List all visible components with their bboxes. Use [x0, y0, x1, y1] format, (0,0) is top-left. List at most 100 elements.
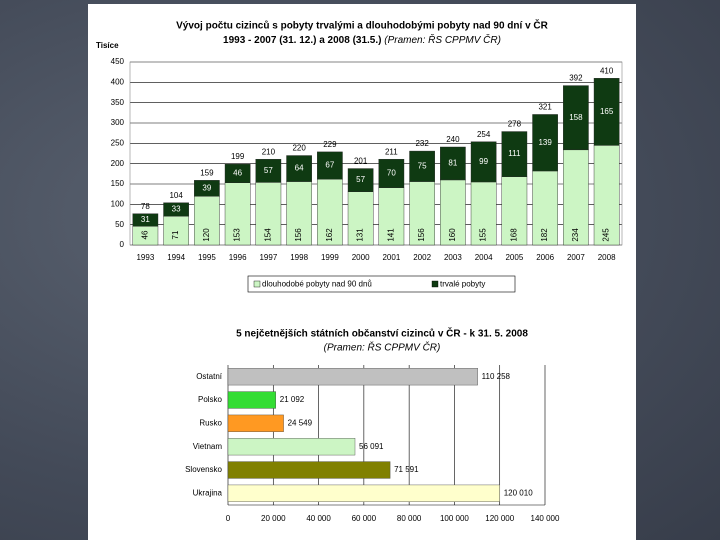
value-label: 56 091: [359, 442, 384, 451]
bar-segment: [470, 181, 497, 246]
bar-segment: [163, 215, 189, 246]
bar-segment: [470, 141, 497, 183]
chart-title: 5 nejčetnějších státních občanství cizin…: [236, 327, 528, 340]
total-label: 104: [169, 191, 183, 200]
subtitle-period: 1993 - 2007 (31. 12.) a 2008 (31.5.): [223, 35, 381, 46]
value-label: 71: [171, 230, 180, 239]
value-label: 162: [325, 228, 334, 242]
legend-box: [247, 275, 516, 293]
total-label: 210: [262, 147, 276, 156]
total-label: 201: [354, 157, 368, 166]
legend-swatch: [253, 280, 261, 288]
x-tick-label: 20 000: [261, 514, 286, 523]
x-tick-label: 40 000: [306, 514, 331, 523]
x-tick-label: 1994: [167, 253, 185, 262]
bar: [227, 438, 356, 456]
value-label: 75: [418, 161, 427, 170]
chart-title: Vývoj počtu cizinců s pobyty trvalými a …: [176, 19, 549, 32]
total-label: 321: [538, 103, 552, 112]
chart-subtitle: 1993 - 2007 (31. 12.) a 2008 (31.5.) (Pr…: [223, 33, 501, 46]
value-label: 31: [141, 215, 150, 224]
value-label: 153: [233, 228, 242, 242]
total-label: 392: [569, 74, 583, 83]
y-tick-label: Vietnam: [193, 442, 223, 451]
bar-segment: [593, 145, 620, 246]
total-label: 254: [477, 130, 491, 139]
bar-segment: [501, 131, 528, 177]
value-label: 46: [233, 169, 242, 178]
x-tick-label: 100 000: [440, 514, 469, 523]
bar-segment: [255, 158, 282, 183]
x-tick-label: 140 000: [531, 514, 560, 523]
value-label: 158: [569, 113, 583, 122]
bar-segment: [409, 181, 435, 246]
bar-segment: [163, 202, 189, 217]
value-label: 57: [356, 175, 365, 184]
value-label: 131: [356, 228, 365, 242]
bar-segment: [317, 178, 343, 246]
y-tick-label: 200: [111, 159, 125, 168]
x-tick-label: 1995: [198, 253, 216, 262]
bar-segment: [593, 78, 620, 146]
value-label: 111: [508, 149, 521, 158]
bar-segment: [532, 114, 558, 172]
bar-segment: [440, 146, 466, 181]
x-tick-label: 1997: [259, 253, 277, 262]
bar-segment: [286, 181, 312, 246]
total-label: 220: [292, 144, 306, 153]
x-tick-label: 1996: [229, 253, 247, 262]
value-label: 155: [479, 228, 488, 242]
bar-segment: [255, 182, 282, 246]
value-label: 57: [264, 166, 273, 175]
bar-segment: [317, 151, 343, 180]
bar-segment: [563, 149, 589, 246]
x-tick-label: 60 000: [352, 514, 377, 523]
value-label: 46: [140, 230, 149, 239]
bar: [227, 391, 276, 409]
bar-segment: [563, 85, 589, 151]
legend-label: dlouhodobé pobyty nad 90 dnů: [262, 280, 372, 289]
bar-segment: [501, 176, 528, 246]
y-tick-label: Ostatní: [196, 372, 223, 381]
value-label: 120: [202, 228, 211, 242]
bar-segment: [286, 155, 312, 182]
bar-segment: [347, 168, 374, 192]
x-tick-label: 2000: [352, 253, 370, 262]
value-label: 120 010: [504, 488, 533, 497]
bar-segment: [194, 180, 220, 197]
x-tick-label: 1999: [321, 253, 339, 262]
y-axis-label: Tisíce: [96, 41, 119, 50]
x-tick-label: 80 000: [397, 514, 422, 523]
plot-frame: [129, 61, 623, 246]
value-label: 154: [263, 228, 272, 242]
y-tick-label: 450: [111, 57, 125, 66]
value-label: 245: [602, 228, 611, 242]
bar-segment: [132, 213, 159, 227]
subtitle-source: (Pramen: ŘS CPPMV ČR): [384, 33, 501, 46]
x-tick-label: 120 000: [485, 514, 514, 523]
total-label: 229: [323, 140, 337, 149]
value-label: 156: [294, 228, 303, 242]
value-label: 160: [448, 228, 457, 242]
value-label: 234: [571, 228, 580, 242]
bar-segment: [194, 195, 220, 246]
value-label: 141: [386, 228, 395, 242]
value-label: 33: [172, 205, 181, 214]
bar-segment: [224, 163, 251, 183]
value-label: 81: [448, 159, 457, 168]
total-label: 211: [385, 147, 398, 156]
value-label: 64: [295, 164, 304, 173]
value-label: 21 092: [280, 395, 305, 404]
y-tick-label: 150: [111, 179, 125, 188]
total-label: 278: [508, 120, 522, 129]
content-panel: [88, 4, 636, 540]
x-tick-label: 0: [226, 514, 231, 523]
total-label: 78: [141, 202, 150, 211]
legend-label: trvalé pobyty: [440, 280, 485, 289]
y-tick-label: 250: [111, 138, 125, 147]
x-tick-label: 2008: [598, 253, 616, 262]
bar-segment: [440, 179, 466, 246]
y-tick-label: Rusko: [199, 418, 222, 427]
